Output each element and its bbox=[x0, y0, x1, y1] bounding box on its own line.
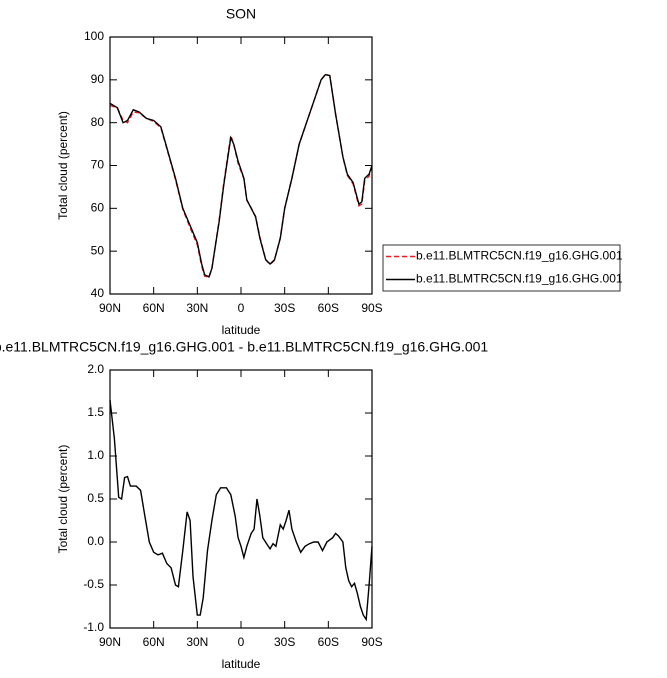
y-tick-label: 100 bbox=[84, 29, 104, 43]
x-tick-label: 60S bbox=[318, 635, 339, 649]
x-tick-label: 90N bbox=[99, 301, 121, 315]
line bbox=[109, 73, 373, 279]
line bbox=[109, 73, 373, 278]
x-tick-label: 30N bbox=[186, 301, 208, 315]
x-tick-label: 90S bbox=[361, 635, 382, 649]
x-tick-label: 30S bbox=[274, 635, 295, 649]
x-tick-label: 90N bbox=[99, 635, 121, 649]
legend-label: b.e11.BLMTRC5CN.f19_g16.GHG.001 bbox=[416, 249, 623, 263]
x-tick-label: 90S bbox=[361, 301, 382, 315]
y-tick-label: 60 bbox=[91, 201, 105, 215]
line bbox=[109, 400, 373, 622]
chart-title: SON bbox=[226, 6, 256, 22]
y-tick-label: 40 bbox=[91, 286, 105, 300]
y-axis-label: Total cloud (percent) bbox=[56, 445, 70, 554]
legend-box bbox=[382, 244, 621, 292]
x-tick-label: 0 bbox=[238, 635, 245, 649]
x-tick-label: 60N bbox=[143, 635, 165, 649]
y-tick-label: -0.5 bbox=[83, 577, 104, 591]
y-tick-label: 0.5 bbox=[87, 491, 104, 505]
x-tick-label: 30S bbox=[274, 301, 295, 315]
y-tick-label: -1.0 bbox=[83, 620, 104, 634]
chart-title: b.e11.BLMTRC5CN.f19_g16.GHG.001 - b.e11.… bbox=[0, 339, 488, 355]
y-tick-label: 80 bbox=[91, 115, 105, 129]
y-tick-label: 0.0 bbox=[87, 534, 104, 548]
y-tick-label: 70 bbox=[91, 158, 105, 172]
y-tick-label: 50 bbox=[91, 243, 105, 257]
y-tick-label: 2.0 bbox=[87, 362, 104, 376]
x-tick-label: 30N bbox=[186, 635, 208, 649]
y-tick-label: 90 bbox=[91, 72, 105, 86]
x-axis-label: latitude bbox=[222, 323, 261, 337]
x-tick-label: 60N bbox=[143, 301, 165, 315]
x-tick-label: 0 bbox=[238, 301, 245, 315]
x-tick-label: 60S bbox=[318, 301, 339, 315]
x-axis-label: latitude bbox=[222, 657, 261, 671]
y-tick-label: 1.5 bbox=[87, 405, 104, 419]
plot-frame bbox=[109, 36, 373, 295]
plot-frame bbox=[109, 369, 373, 629]
y-axis-label: Total cloud (percent) bbox=[56, 111, 70, 220]
legend-label: b.e11.BLMTRC5CN.f19_g16.GHG.001 bbox=[416, 272, 623, 286]
y-tick-label: 1.0 bbox=[87, 448, 104, 462]
